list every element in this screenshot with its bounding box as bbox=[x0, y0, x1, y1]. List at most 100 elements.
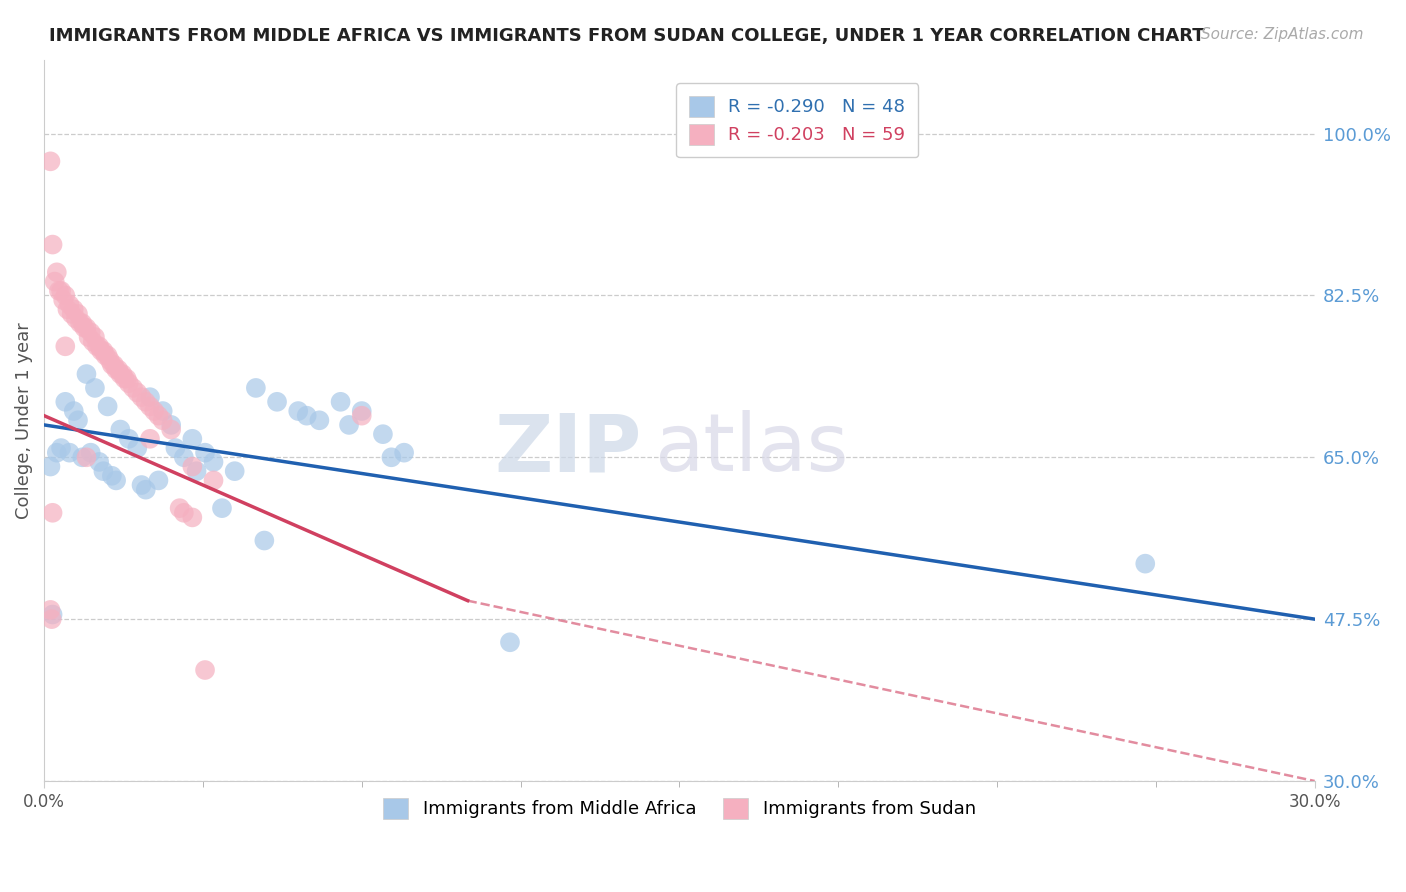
Point bbox=[173, 506, 195, 520]
Point bbox=[194, 663, 217, 677]
Point bbox=[287, 404, 309, 418]
Point bbox=[127, 385, 149, 400]
Point bbox=[56, 302, 79, 317]
Point bbox=[93, 464, 115, 478]
Text: ZIP: ZIP bbox=[494, 410, 641, 488]
Point bbox=[73, 321, 96, 335]
Point bbox=[245, 381, 267, 395]
Point bbox=[70, 316, 93, 330]
Point bbox=[202, 474, 225, 488]
Point bbox=[135, 394, 157, 409]
Point bbox=[80, 326, 103, 340]
Point bbox=[308, 413, 330, 427]
Point bbox=[111, 367, 134, 381]
Point bbox=[62, 404, 84, 418]
Point bbox=[139, 432, 162, 446]
Point bbox=[160, 417, 183, 432]
Point bbox=[98, 353, 121, 368]
Point bbox=[152, 413, 174, 427]
Point bbox=[94, 349, 117, 363]
Point bbox=[253, 533, 276, 548]
Y-axis label: College, Under 1 year: College, Under 1 year bbox=[15, 322, 32, 518]
Point bbox=[89, 339, 111, 353]
Point bbox=[186, 464, 208, 478]
Point bbox=[181, 510, 204, 524]
Point bbox=[86, 339, 108, 353]
Point bbox=[131, 478, 153, 492]
Point bbox=[97, 349, 120, 363]
Point bbox=[160, 423, 183, 437]
Point bbox=[499, 635, 522, 649]
Point bbox=[148, 409, 170, 423]
Point bbox=[75, 367, 97, 381]
Point bbox=[66, 413, 89, 427]
Point bbox=[103, 358, 125, 372]
Point bbox=[60, 307, 83, 321]
Point bbox=[392, 445, 415, 459]
Point bbox=[295, 409, 318, 423]
Point bbox=[1135, 557, 1157, 571]
Point bbox=[49, 284, 72, 298]
Point bbox=[211, 501, 233, 516]
Point bbox=[371, 427, 394, 442]
Point bbox=[101, 468, 124, 483]
Point bbox=[329, 394, 352, 409]
Point bbox=[41, 506, 63, 520]
Point bbox=[75, 321, 97, 335]
Legend: Immigrants from Middle Africa, Immigrants from Sudan: Immigrants from Middle Africa, Immigrant… bbox=[375, 791, 983, 826]
Point bbox=[41, 612, 63, 626]
Point bbox=[131, 390, 153, 404]
Point bbox=[44, 275, 66, 289]
Point bbox=[45, 445, 67, 459]
Point bbox=[75, 450, 97, 465]
Point bbox=[224, 464, 246, 478]
Point bbox=[39, 459, 62, 474]
Point bbox=[266, 394, 288, 409]
Point bbox=[115, 372, 138, 386]
Point bbox=[80, 445, 103, 459]
Point bbox=[97, 400, 120, 414]
Point bbox=[105, 474, 128, 488]
Text: IMMIGRANTS FROM MIDDLE AFRICA VS IMMIGRANTS FROM SUDAN COLLEGE, UNDER 1 YEAR COR: IMMIGRANTS FROM MIDDLE AFRICA VS IMMIGRA… bbox=[49, 27, 1205, 45]
Point bbox=[181, 459, 204, 474]
Point bbox=[65, 311, 87, 326]
Point bbox=[118, 376, 141, 391]
Point bbox=[148, 474, 170, 488]
Point bbox=[110, 367, 132, 381]
Point bbox=[105, 362, 128, 376]
Point bbox=[62, 302, 84, 317]
Point bbox=[127, 441, 149, 455]
Point bbox=[48, 284, 70, 298]
Point bbox=[173, 450, 195, 465]
Point bbox=[90, 343, 112, 358]
Point bbox=[84, 381, 107, 395]
Point bbox=[350, 404, 373, 418]
Text: atlas: atlas bbox=[654, 410, 848, 488]
Point bbox=[139, 400, 162, 414]
Point bbox=[135, 483, 157, 497]
Point bbox=[202, 455, 225, 469]
Point bbox=[84, 330, 107, 344]
Point bbox=[380, 450, 402, 465]
Point bbox=[69, 316, 91, 330]
Point bbox=[181, 432, 204, 446]
Point bbox=[39, 154, 62, 169]
Point bbox=[143, 404, 166, 418]
Point bbox=[41, 237, 63, 252]
Point bbox=[53, 339, 76, 353]
Point bbox=[45, 265, 67, 279]
Point bbox=[139, 390, 162, 404]
Point bbox=[107, 362, 129, 376]
Point bbox=[53, 394, 76, 409]
Point bbox=[52, 293, 75, 307]
Point bbox=[53, 288, 76, 302]
Point bbox=[110, 423, 132, 437]
Point bbox=[58, 298, 80, 312]
Point bbox=[152, 404, 174, 418]
Point bbox=[39, 603, 62, 617]
Point bbox=[77, 330, 100, 344]
Point bbox=[169, 501, 191, 516]
Point bbox=[93, 343, 115, 358]
Point bbox=[118, 432, 141, 446]
Point bbox=[82, 334, 104, 349]
